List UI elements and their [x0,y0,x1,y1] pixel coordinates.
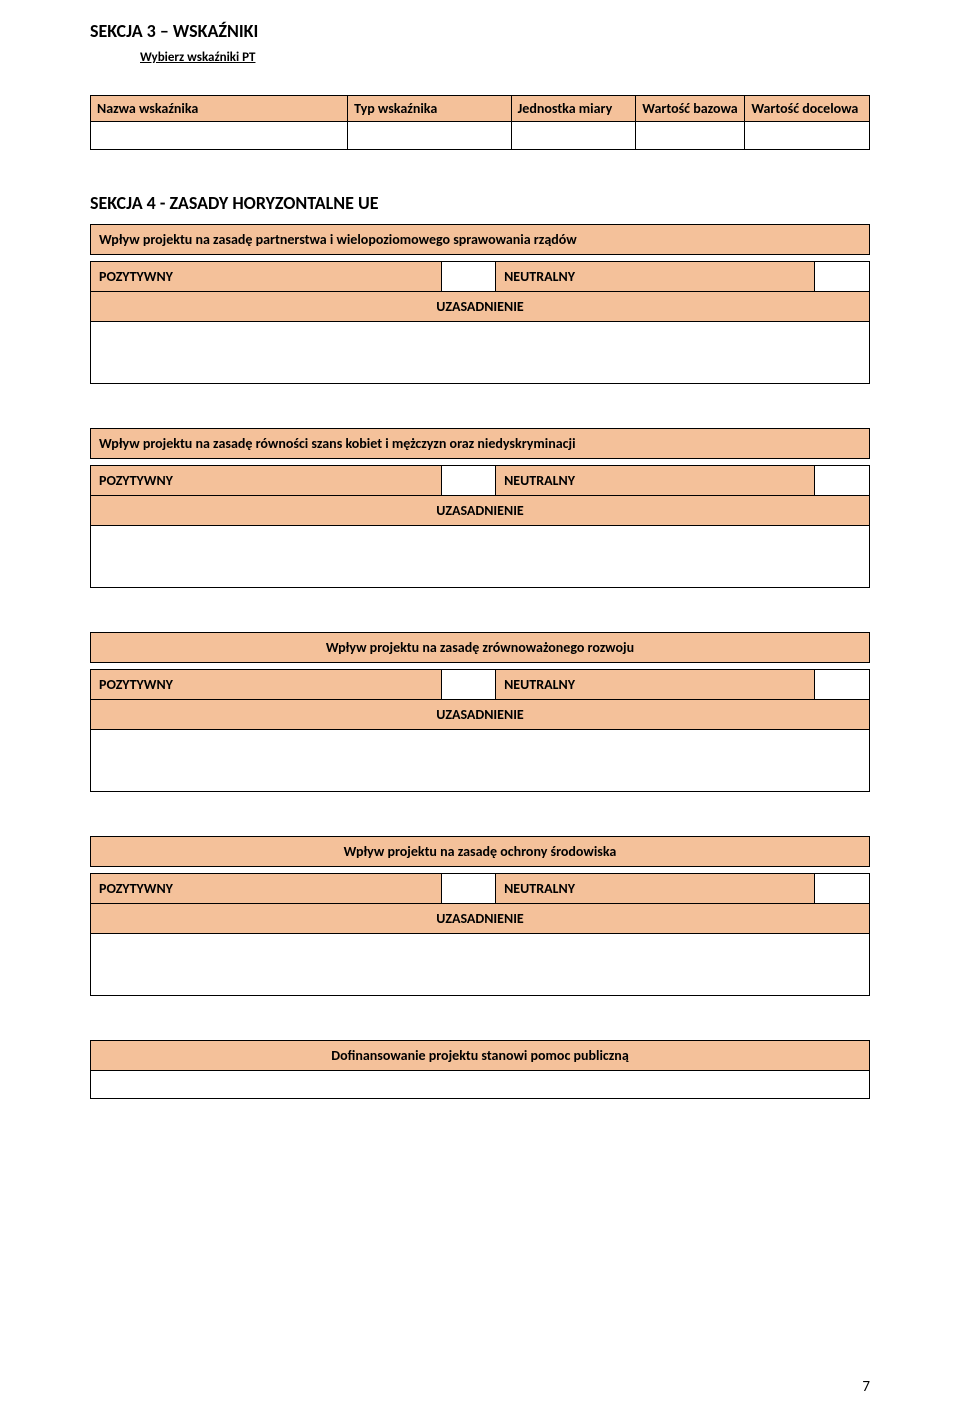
principle-block: Wpływ projektu na zasadę partnerstwa i w… [90,224,870,384]
option-positive-cell[interactable] [441,670,496,700]
col-header: Wartość docelowa [745,96,870,122]
option-positive-label: POZYTYWNY [91,670,442,700]
block-title: Wpływ projektu na zasadę równości szans … [91,429,870,459]
option-neutral-label: NEUTRALNY [496,466,815,496]
col-header: Typ wskaźnika [348,96,512,122]
justification-label: UZASADNIENIE [91,292,870,322]
option-neutral-cell[interactable] [815,874,870,904]
justification-cell-row [91,322,870,384]
option-positive-cell[interactable] [441,466,496,496]
block-title: Wpływ projektu na zasadę ochrony środowi… [91,837,870,867]
options-row: POZYTYWNY NEUTRALNY [91,670,870,700]
public-aid-block: Dofinansowanie projektu stanowi pomoc pu… [90,1040,870,1099]
block-title: Wpływ projektu na zasadę zrównoważonego … [91,633,870,663]
option-positive-label: POZYTYWNY [91,262,442,292]
table-row [91,122,870,150]
footer-block-cell[interactable] [91,1071,870,1099]
justification-label: UZASADNIENIE [91,496,870,526]
col-header: Nazwa wskaźnika [91,96,348,122]
block-title-row: Dofinansowanie projektu stanowi pomoc pu… [91,1041,870,1071]
justification-label-row: UZASADNIENIE [91,700,870,730]
section4-title: SEKCJA 4 - ZASADY HORYZONTALNE UE [90,192,870,214]
option-neutral-label: NEUTRALNY [496,874,815,904]
section3-subtitle-link[interactable]: Wybierz wskaźniki PT [140,50,870,65]
block-title-row: Wpływ projektu na zasadę zrównoważonego … [91,633,870,663]
justification-cell-row [91,526,870,588]
indicators-table: Nazwa wskaźnika Typ wskaźnika Jednostka … [90,95,870,150]
justification-cell-row [91,934,870,996]
col-header: Wartość bazowa [636,96,745,122]
footer-block-cell-row [91,1071,870,1099]
justification-label-row: UZASADNIENIE [91,904,870,934]
block-title-row: Wpływ projektu na zasadę równości szans … [91,429,870,459]
justification-cell-row [91,730,870,792]
justification-label-row: UZASADNIENIE [91,496,870,526]
options-row: POZYTYWNY NEUTRALNY [91,466,870,496]
option-neutral-label: NEUTRALNY [496,670,815,700]
justification-label-row: UZASADNIENIE [91,292,870,322]
principle-block: Wpływ projektu na zasadę ochrony środowi… [90,836,870,996]
footer-block-title: Dofinansowanie projektu stanowi pomoc pu… [91,1041,870,1071]
block-title-row: Wpływ projektu na zasadę ochrony środowi… [91,837,870,867]
option-neutral-cell[interactable] [815,466,870,496]
option-neutral-cell[interactable] [815,262,870,292]
block-title: Wpływ projektu na zasadę partnerstwa i w… [91,225,870,255]
justification-cell[interactable] [91,526,870,588]
option-neutral-label: NEUTRALNY [496,262,815,292]
principle-block: Wpływ projektu na zasadę zrównoważonego … [90,632,870,792]
options-row: POZYTYWNY NEUTRALNY [91,262,870,292]
options-row: POZYTYWNY NEUTRALNY [91,874,870,904]
justification-label: UZASADNIENIE [91,904,870,934]
justification-cell[interactable] [91,730,870,792]
block-title-row: Wpływ projektu na zasadę partnerstwa i w… [91,225,870,255]
justification-cell[interactable] [91,322,870,384]
page-number: 7 [862,1378,870,1396]
table-header-row: Nazwa wskaźnika Typ wskaźnika Jednostka … [91,96,870,122]
option-positive-label: POZYTYWNY [91,466,442,496]
justification-label: UZASADNIENIE [91,700,870,730]
option-positive-label: POZYTYWNY [91,874,442,904]
section3-title: SEKCJA 3 – WSKAŹNIKI [90,20,870,42]
option-neutral-cell[interactable] [815,670,870,700]
col-header: Jednostka miary [511,96,636,122]
option-positive-cell[interactable] [441,262,496,292]
option-positive-cell[interactable] [441,874,496,904]
justification-cell[interactable] [91,934,870,996]
principle-block: Wpływ projektu na zasadę równości szans … [90,428,870,588]
